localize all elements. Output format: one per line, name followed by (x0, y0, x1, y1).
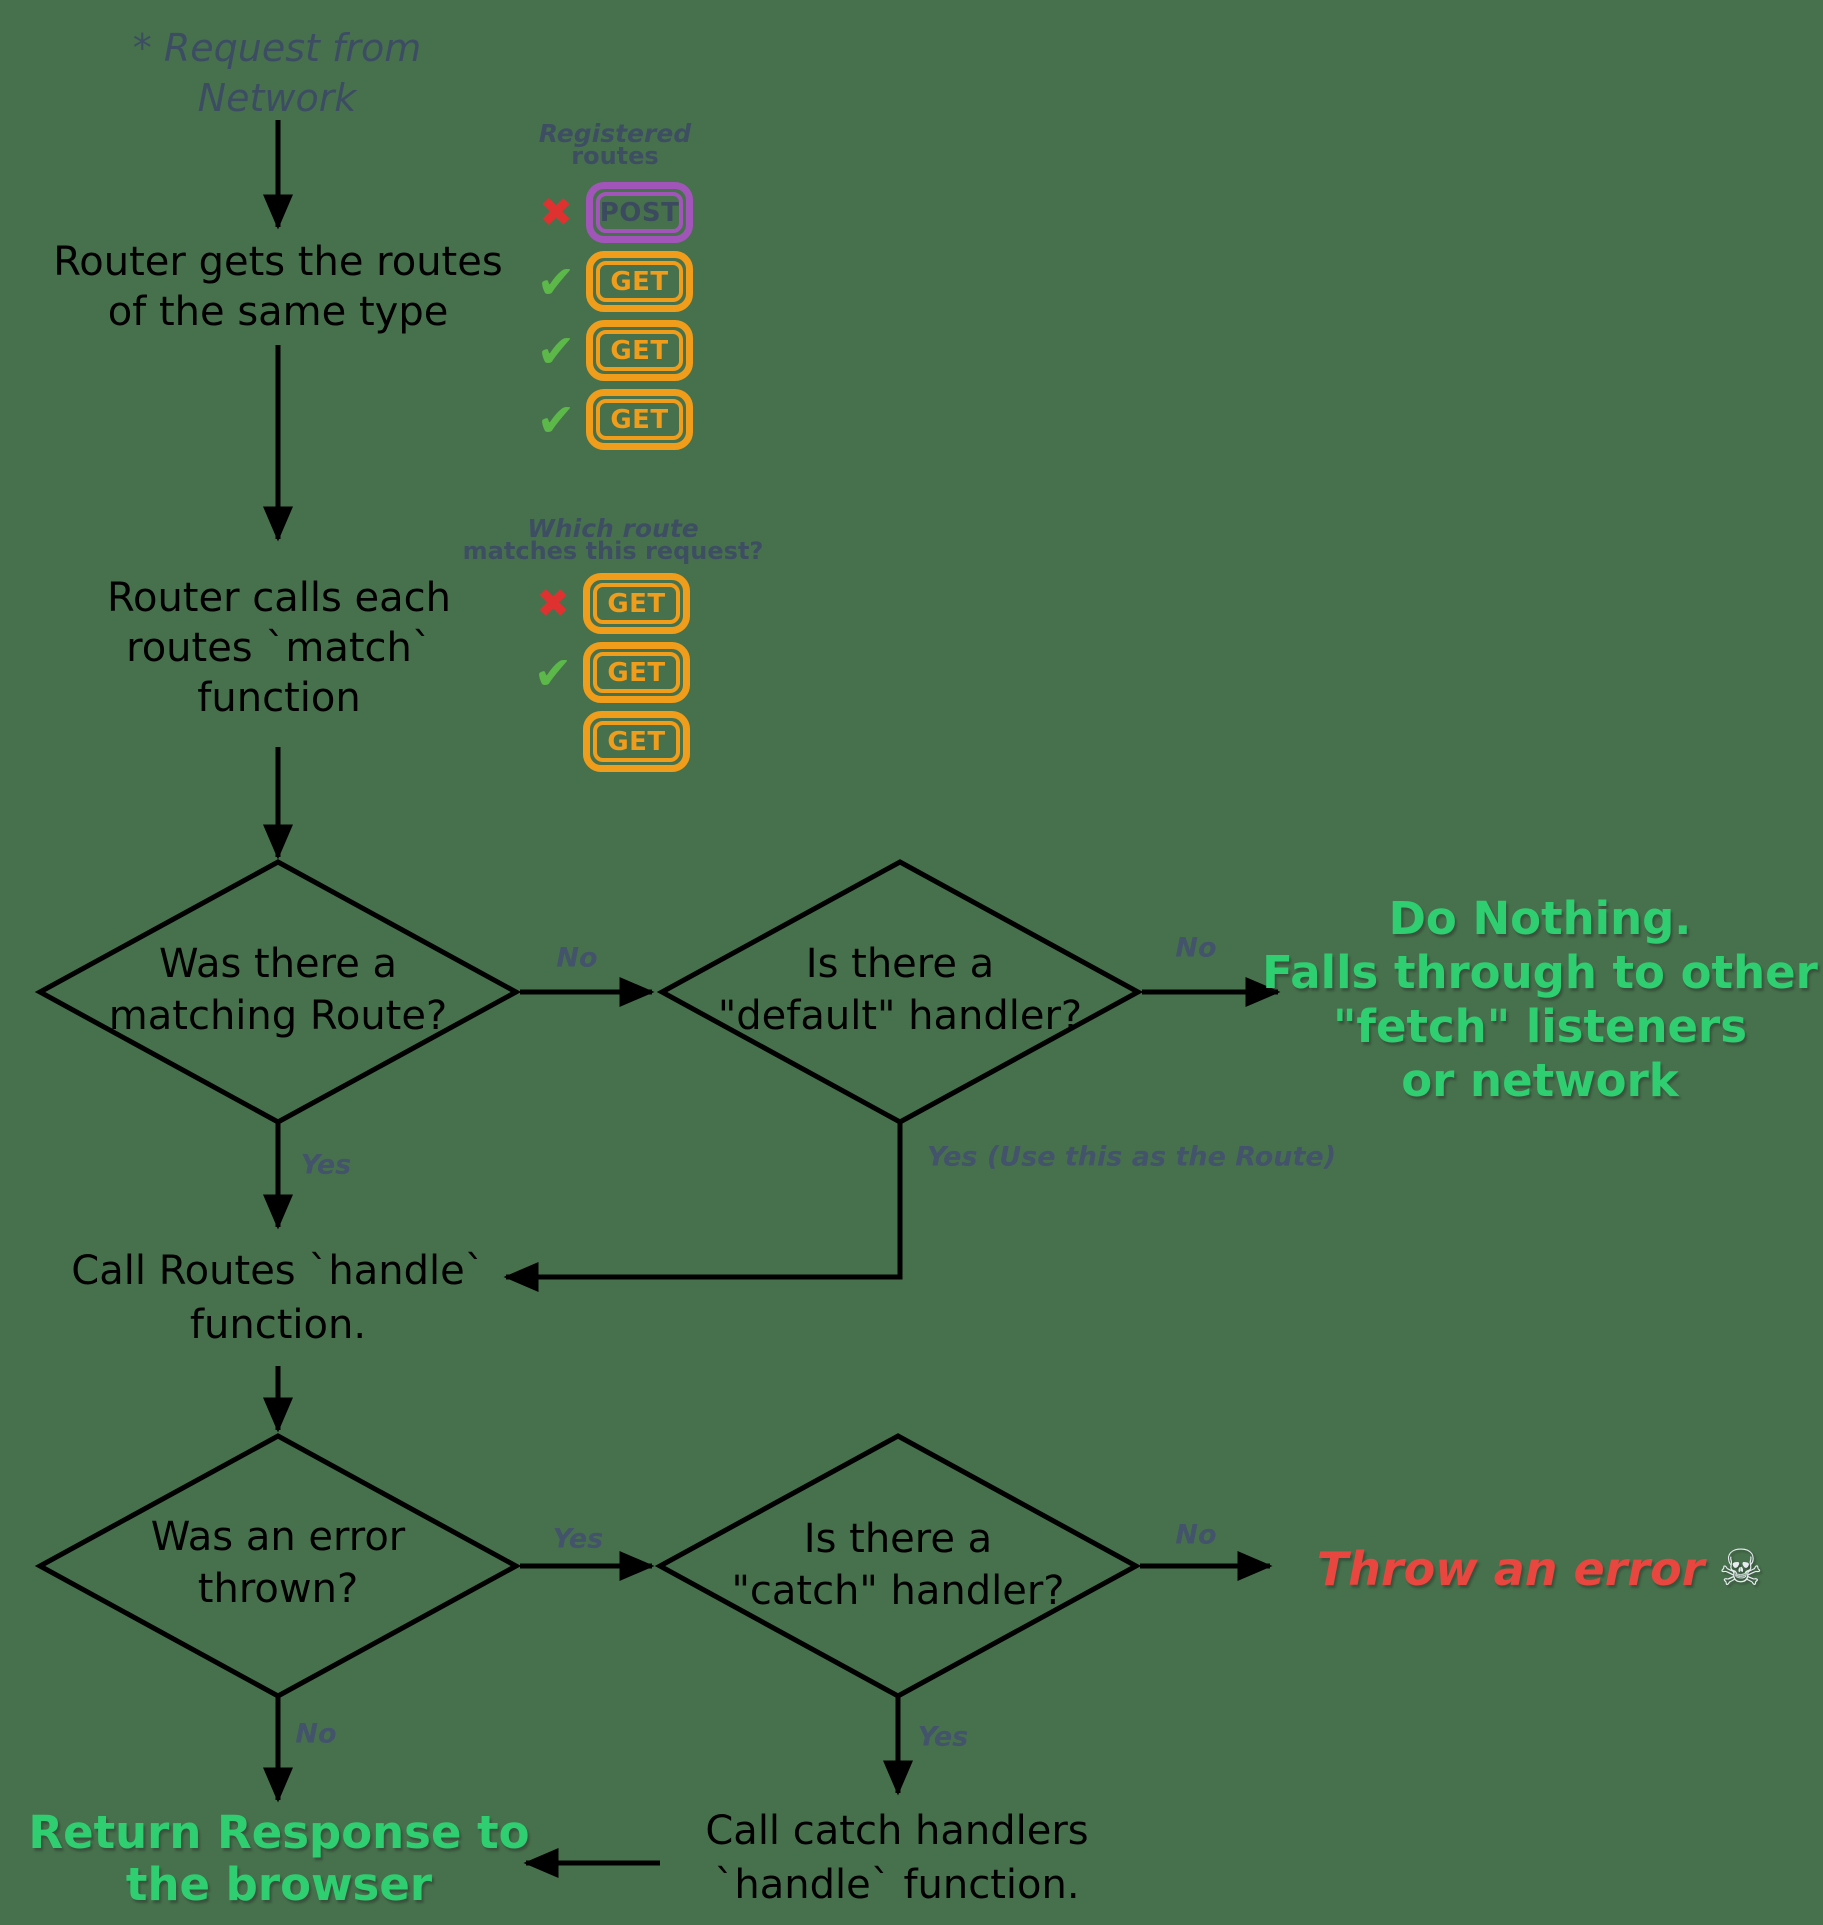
diamond-matching-route-text: Was there a matching Route? (109, 938, 447, 1042)
route-badge-get: GET (586, 389, 693, 450)
match-row-get2: ✔ GET (529, 642, 690, 703)
request-note-line2: Network (197, 76, 357, 120)
match-row-get3: GET (529, 711, 690, 772)
route-badge-get: GET (583, 573, 690, 634)
throw-error-result: Throw an error ☠ (1317, 1539, 1763, 1597)
router-calls-line2: routes `match` (126, 625, 432, 671)
route-row-post: ✖ POST (532, 182, 693, 243)
check-icon: ✔ (536, 392, 576, 447)
route-row-get3: ✔ GET (532, 389, 693, 450)
default-line2: "default" handler? (717, 993, 1083, 1039)
matching-routes-badges: ✖ GET ✔ GET GET (529, 573, 690, 772)
match-row-get1: ✖ GET (529, 573, 690, 634)
do-nothing-line3: "fetch" listeners (1332, 1000, 1748, 1053)
edge-label-yes-catch: Yes (917, 1721, 969, 1753)
default-line1: Is there a (805, 941, 995, 987)
router-calls-line3: function (197, 675, 361, 721)
check-icon: ✔ (536, 254, 576, 309)
route-badge-get: GET (586, 320, 693, 381)
route-badge-get-label: GET (596, 330, 683, 371)
route-badge-get-label: GET (593, 652, 680, 693)
registered-routes-line1: Registered (538, 119, 692, 148)
step-router-calls-match: Router calls each routes `match` functio… (107, 573, 451, 723)
router-gets-line1: Router gets the routes (53, 239, 503, 285)
edge-label-no-error: No (295, 1718, 337, 1750)
diamond-error-thrown-text: Was an error thrown? (151, 1511, 405, 1615)
matching-line2: matching Route? (108, 993, 448, 1039)
diamond-catch-handler-text: Is there a "catch" handler? (731, 1513, 1064, 1617)
skull-and-crossbones-icon: ☠ (1718, 1539, 1764, 1597)
edge-label-no-matching: No (556, 942, 598, 974)
registered-routes-badges: ✖ POST ✔ GET ✔ GET ✔ GET (532, 182, 693, 450)
route-badge-get: GET (586, 251, 693, 312)
route-badge-get-label: GET (596, 261, 683, 302)
call-catch-line1: Call catch handlers (705, 1808, 1089, 1854)
do-nothing-line4: or network (1401, 1054, 1679, 1107)
do-nothing-line2: Falls through to other (1262, 946, 1818, 999)
return-response-line2: the browser (125, 1858, 433, 1911)
edge-label-yes-error: Yes (552, 1523, 604, 1555)
route-badge-post-label: POST (596, 192, 683, 233)
which-route-line1: Which route (527, 514, 699, 543)
route-badge-post: POST (586, 182, 693, 243)
return-response-line1: Return Response to (28, 1806, 530, 1859)
return-response-result: Return Response to the browser (28, 1807, 529, 1911)
route-row-get1: ✔ GET (532, 251, 693, 312)
request-note-line1: * Request from (132, 26, 422, 70)
error-line1: Was an error (150, 1514, 406, 1560)
edge-label-yes-matching: Yes (300, 1149, 352, 1181)
router-gets-line2: of the same type (107, 289, 449, 335)
check-icon: ✔ (536, 323, 576, 378)
route-badge-get-label: GET (593, 721, 680, 762)
route-badge-get-label: GET (593, 583, 680, 624)
diamond-default-handler-text: Is there a "default" handler? (718, 938, 1082, 1042)
do-nothing-line1: Do Nothing. (1388, 892, 1692, 945)
step-call-route-handle: Call Routes `handle` function. (71, 1244, 484, 1352)
cross-icon: ✖ (536, 580, 570, 627)
registered-routes-line2: routes (571, 142, 659, 170)
matching-line1: Was there a (158, 941, 398, 987)
call-handle-line1: Call Routes `handle` (71, 1248, 485, 1294)
route-row-get2: ✔ GET (532, 320, 693, 381)
catch-line2: "catch" handler? (731, 1568, 1065, 1614)
route-badge-get-label: GET (596, 399, 683, 440)
cross-icon: ✖ (539, 189, 573, 236)
do-nothing-result: Do Nothing. Falls through to other "fetc… (1262, 892, 1818, 1108)
request-from-network-note: * Request from Network (133, 23, 422, 123)
registered-routes-label: Registered routes (538, 119, 692, 170)
catch-line1: Is there a (803, 1516, 993, 1562)
arrow-default-yes-to-callhandle (503, 1122, 903, 1292)
which-route-label: Which route matches this request? (462, 514, 764, 565)
call-catch-line2: `handle` function. (714, 1862, 1080, 1908)
router-calls-line1: Router calls each (106, 575, 452, 621)
throw-error-text: Throw an error (1316, 1542, 1705, 1596)
which-route-line2: matches this request? (462, 537, 764, 565)
edge-label-yes-default-use: Yes (Use this as the Route) (927, 1141, 1337, 1173)
step-call-catch-handle: Call catch handlers `handle` function. (705, 1804, 1088, 1912)
route-badge-get: GET (583, 642, 690, 703)
check-icon: ✔ (533, 645, 573, 700)
step-router-gets-routes: Router gets the routes of the same type (53, 237, 502, 337)
edge-label-no-default: No (1175, 932, 1217, 964)
route-badge-get: GET (583, 711, 690, 772)
error-line2: thrown? (197, 1566, 359, 1612)
call-handle-line2: function. (189, 1302, 367, 1348)
edge-label-no-catch: No (1175, 1519, 1217, 1551)
